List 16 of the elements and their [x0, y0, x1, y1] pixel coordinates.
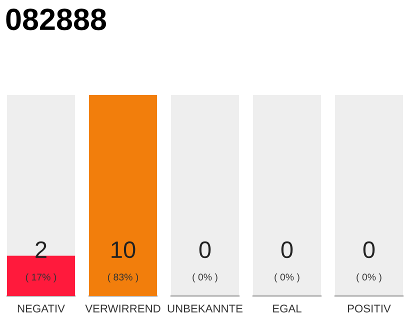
- x-tick-label: EGAL: [273, 304, 302, 312]
- data-label: 10: [112, 241, 136, 258]
- x-tick-label: VERWIRREND: [85, 304, 160, 312]
- annotation: ( 17% ): [26, 273, 56, 282]
- annotation: ( 0% ): [274, 273, 300, 282]
- annotation: ( 0% ): [192, 273, 218, 282]
- data-label: 0: [199, 241, 211, 258]
- data-label: 0: [281, 241, 293, 258]
- data-label: 0: [363, 241, 375, 258]
- data-label: 2: [36, 241, 46, 258]
- annotation: ( 0% ): [356, 273, 382, 282]
- annotation: ( 83% ): [108, 273, 138, 282]
- x-tick-label: UNBEKANNTE: [168, 304, 242, 312]
- x-tick-label: POSITIV: [348, 304, 391, 312]
- chart-title: 082888: [6, 8, 106, 30]
- x-tick-label: NEGATIV: [18, 304, 65, 312]
